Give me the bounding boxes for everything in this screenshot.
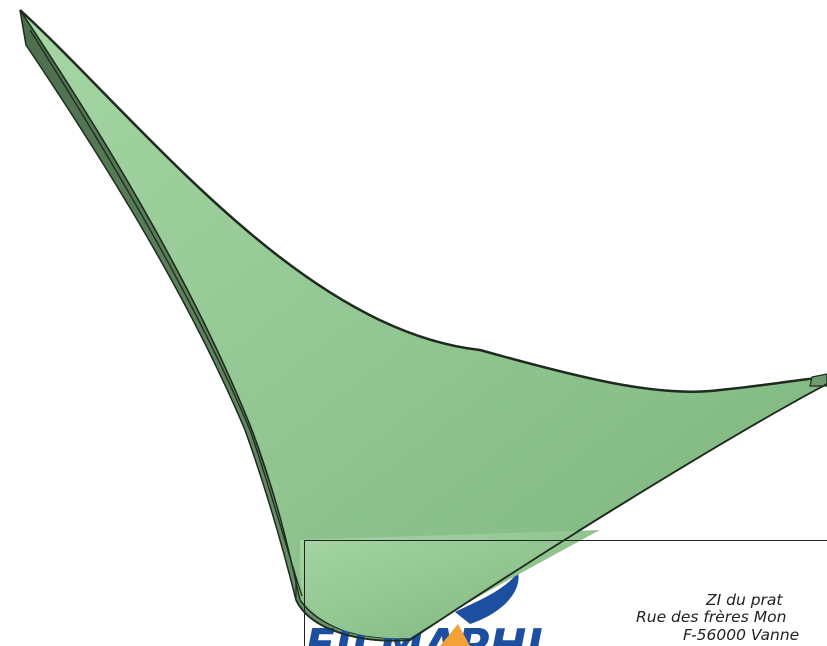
title-block-frame (304, 540, 827, 646)
logo-accent (440, 624, 470, 646)
fin-top-edge (19, 9, 827, 393)
fin-lower-side (295, 578, 411, 642)
fin-inner-edge (29, 29, 303, 597)
fin-lower-face-overlay (300, 530, 600, 639)
logo-swoosh (455, 572, 519, 624)
fin-right-tip (809, 373, 827, 387)
